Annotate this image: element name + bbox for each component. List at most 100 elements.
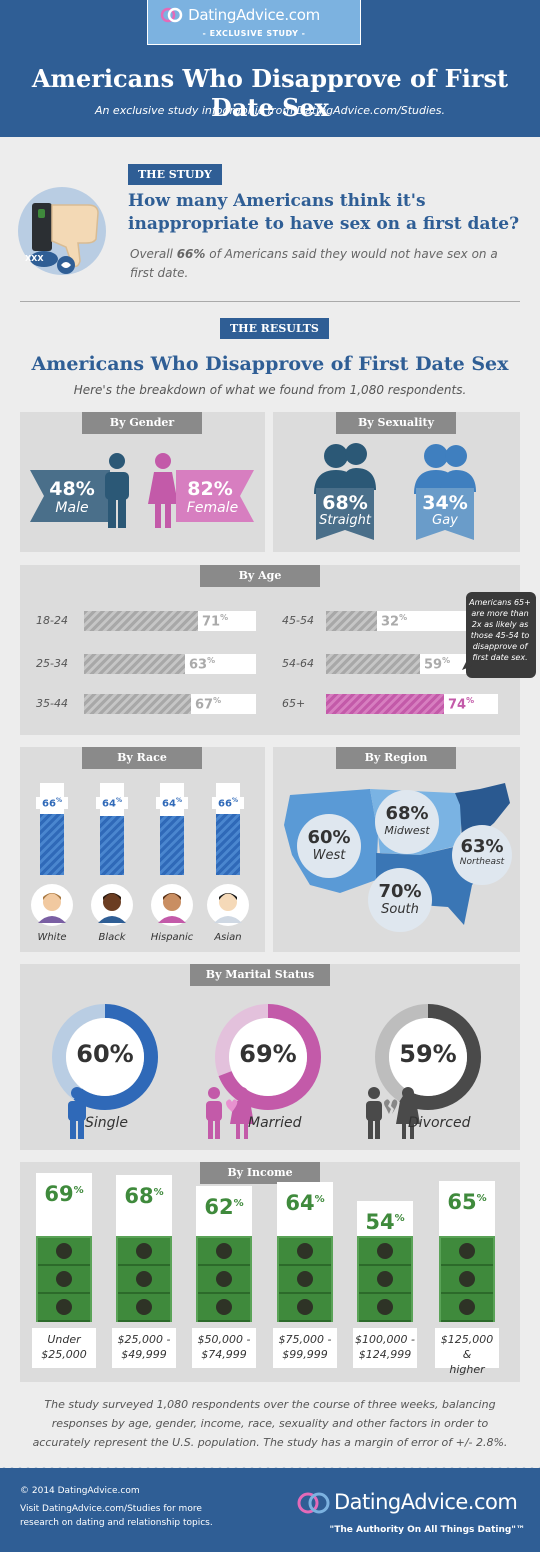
income-label: $125,000 & higher <box>435 1328 499 1376</box>
female-label: Female <box>186 500 239 516</box>
income-value: 65% <box>439 1190 495 1214</box>
midwest-label: Midwest <box>384 824 430 837</box>
footer-copyright: © 2014 DatingAdvice.com <box>20 1486 140 1496</box>
section-divider <box>20 301 520 302</box>
logo-badge[interactable]: DatingAdvice.com - EXCLUSIVE STUDY - <box>147 0 361 45</box>
income-label: $75,000 - $99,999 <box>273 1328 337 1368</box>
pct-sign: % <box>231 797 238 804</box>
money-bill-icon <box>441 1238 493 1266</box>
results-subtitle: Here's the breakdown of what we found fr… <box>73 383 467 397</box>
sexuality-tab: By Sexuality <box>336 412 456 434</box>
race-bar-fill <box>40 814 64 875</box>
race-bar-fill <box>160 816 184 875</box>
marital-label: Single <box>85 1115 129 1131</box>
pct-sign: % <box>220 613 229 622</box>
region-tab: By Region <box>336 747 456 769</box>
pct-sign: % <box>207 656 216 665</box>
footer: © 2014 DatingAdvice.com Visit DatingAdvi… <box>0 1464 540 1552</box>
money-bill-icon <box>38 1238 90 1266</box>
west-bubble <box>297 814 361 878</box>
female-pct: 82% <box>187 478 233 500</box>
gender-tab: By Gender <box>82 412 202 434</box>
marital-donut <box>52 1004 158 1110</box>
race-label: Black <box>98 932 126 943</box>
pct-sign: % <box>476 1193 487 1204</box>
race-value: 66% <box>212 797 244 810</box>
footer-tagline: "The Authority On All Things Dating"™ <box>329 1525 525 1535</box>
straight-label: Straight <box>319 513 371 528</box>
male-label: Male <box>55 500 89 516</box>
age-value: 63% <box>189 656 215 672</box>
income-label: Under $25,000 <box>32 1328 96 1368</box>
study-tag: THE STUDY <box>128 164 222 185</box>
female-ribbon <box>176 470 254 522</box>
study-overall-text: Overall 66% of Americans said they would… <box>130 247 498 280</box>
age-value-number: 71 <box>202 614 221 630</box>
marital-label: Divorced <box>408 1115 471 1131</box>
marital-donut <box>215 1004 321 1110</box>
pct-sign: % <box>73 1185 84 1196</box>
south-label: South <box>381 902 419 917</box>
south-pct: 70% <box>378 881 422 902</box>
income-label-line1: $100,000 - <box>355 1333 415 1346</box>
pct-sign: % <box>115 797 122 804</box>
money-bill-icon <box>279 1266 331 1294</box>
marital-label: Married <box>248 1115 302 1131</box>
race-value-number: 64 <box>162 798 176 810</box>
age-bar-fill <box>326 654 420 674</box>
male-pct: 48% <box>49 478 95 500</box>
age-value: 67% <box>195 696 221 712</box>
age-bar-fill <box>326 611 377 631</box>
footer-visit-link[interactable]: Visit DatingAdvice.com/Studies for more … <box>20 1504 213 1528</box>
thumbs-down-icon <box>18 187 106 275</box>
race-value-number: 64 <box>102 798 116 810</box>
money-bill-icon <box>198 1238 250 1266</box>
marital-donut <box>375 1004 481 1110</box>
married-couple-icon <box>206 1087 254 1139</box>
income-label-line1: $125,000 & <box>440 1333 494 1361</box>
race-value: 66% <box>36 797 68 810</box>
sexuality-panel <box>273 412 520 552</box>
south-bubble <box>368 868 432 932</box>
midwest-bubble <box>375 790 439 854</box>
income-label: $100,000 - $124,999 <box>353 1328 417 1368</box>
divorced-couple-icon <box>366 1087 420 1139</box>
age-note-text: Americans 65+ are more than 2x as likely… <box>469 598 531 662</box>
race-value-number: 66 <box>218 798 232 810</box>
income-value-box <box>196 1186 252 1236</box>
income-value-box <box>277 1182 333 1236</box>
race-value: 64% <box>96 797 128 810</box>
pct-sign: % <box>213 696 222 705</box>
income-label-line1: Under <box>47 1333 81 1346</box>
xxx-badge-text: XXX <box>25 254 44 263</box>
money-bill-icon <box>359 1238 411 1266</box>
results-tag: THE RESULTS <box>220 318 329 339</box>
straight-couple-icon <box>314 443 376 540</box>
pct-sign: % <box>233 1198 244 1209</box>
gay-couple-icon <box>414 444 476 540</box>
age-bar-fill <box>326 694 444 714</box>
pct-sign: % <box>175 797 182 804</box>
age-bar-fill <box>84 611 198 631</box>
west-pct: 60% <box>307 827 351 848</box>
study-question: How many Americans think it's inappropri… <box>128 191 520 234</box>
person-avatar-icon <box>91 884 133 926</box>
page-title: Americans Who Disapprove of First Date S… <box>31 64 509 122</box>
race-value-number: 66 <box>42 798 56 810</box>
northeast-label: Northeast <box>459 857 505 867</box>
income-label: $25,000 - $49,999 <box>112 1328 176 1368</box>
race-label: Asian <box>214 932 242 943</box>
income-value-box <box>357 1201 413 1236</box>
age-bar-fill <box>84 694 191 714</box>
northeast-pct: 63% <box>460 836 504 857</box>
methodology-text: The study surveyed 1,080 respondents ove… <box>32 1398 508 1449</box>
west-label: West <box>312 848 346 863</box>
race-bar-fill <box>100 816 124 875</box>
footer-brand[interactable]: DatingAdvice.com <box>334 1490 518 1514</box>
age-label: 18-24 <box>36 614 68 627</box>
race-label: Hispanic <box>150 932 194 943</box>
race-value: 64% <box>156 797 188 810</box>
money-stack-icon <box>196 1236 252 1322</box>
marital-pct: 59% <box>399 1040 457 1068</box>
income-label-line2: $99,999 <box>282 1348 328 1361</box>
